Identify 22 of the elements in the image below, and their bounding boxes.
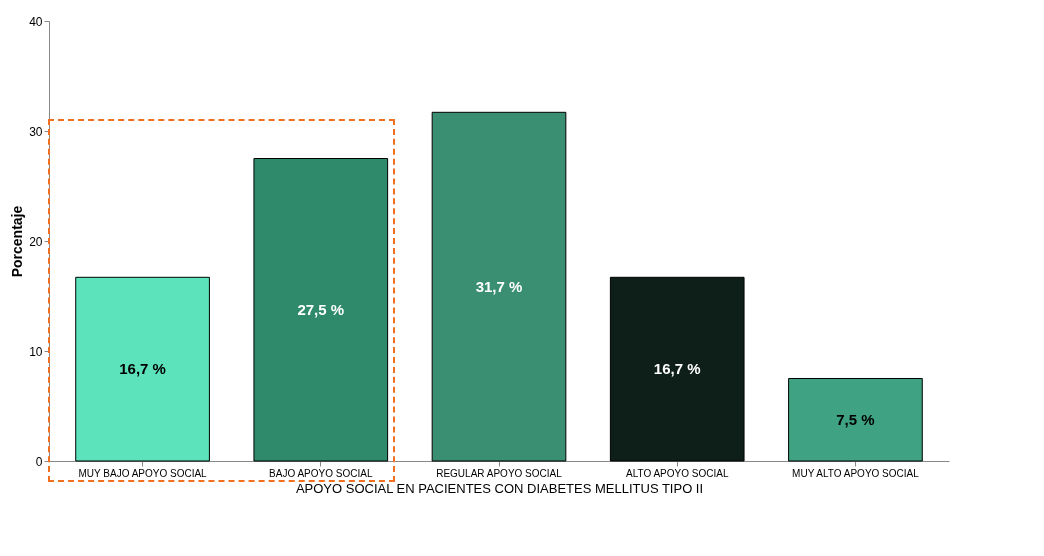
- x-tick-label: BAJO APOYO SOCIAL: [269, 467, 373, 479]
- y-tick-label: 40: [29, 14, 43, 29]
- y-tick-label: 30: [29, 124, 43, 139]
- data-label: 16,7 %: [653, 360, 701, 378]
- y-tick-label: 10: [29, 344, 43, 359]
- y-tick-label: 20: [29, 234, 43, 249]
- data-label: 16,7 %: [119, 360, 166, 378]
- data-label: 31,7 %: [475, 277, 523, 295]
- data-label: 7,5 %: [836, 410, 875, 428]
- data-label: 27,5 %: [297, 300, 345, 318]
- bar: [431, 111, 567, 462]
- bar: [609, 276, 745, 462]
- x-tick-label: ALTO APOYO SOCIAL: [625, 467, 729, 479]
- x-axis-title: APOYO SOCIAL EN PACIENTES CON DIABETES MELLITUS TIPO II: [295, 480, 704, 496]
- x-tick-label: REGULAR APOYO SOCIAL: [436, 467, 563, 479]
- x-tick-label: MUY ALTO APOYO SOCIAL: [792, 467, 920, 479]
- bar: [253, 158, 389, 462]
- y-tick-label: 0: [35, 454, 43, 469]
- bar: [75, 276, 210, 462]
- bar: [788, 378, 923, 462]
- y-axis-title: Porcentaje: [9, 205, 26, 278]
- x-tick-label: MUY BAJO APOYO SOCIAL: [78, 467, 208, 479]
